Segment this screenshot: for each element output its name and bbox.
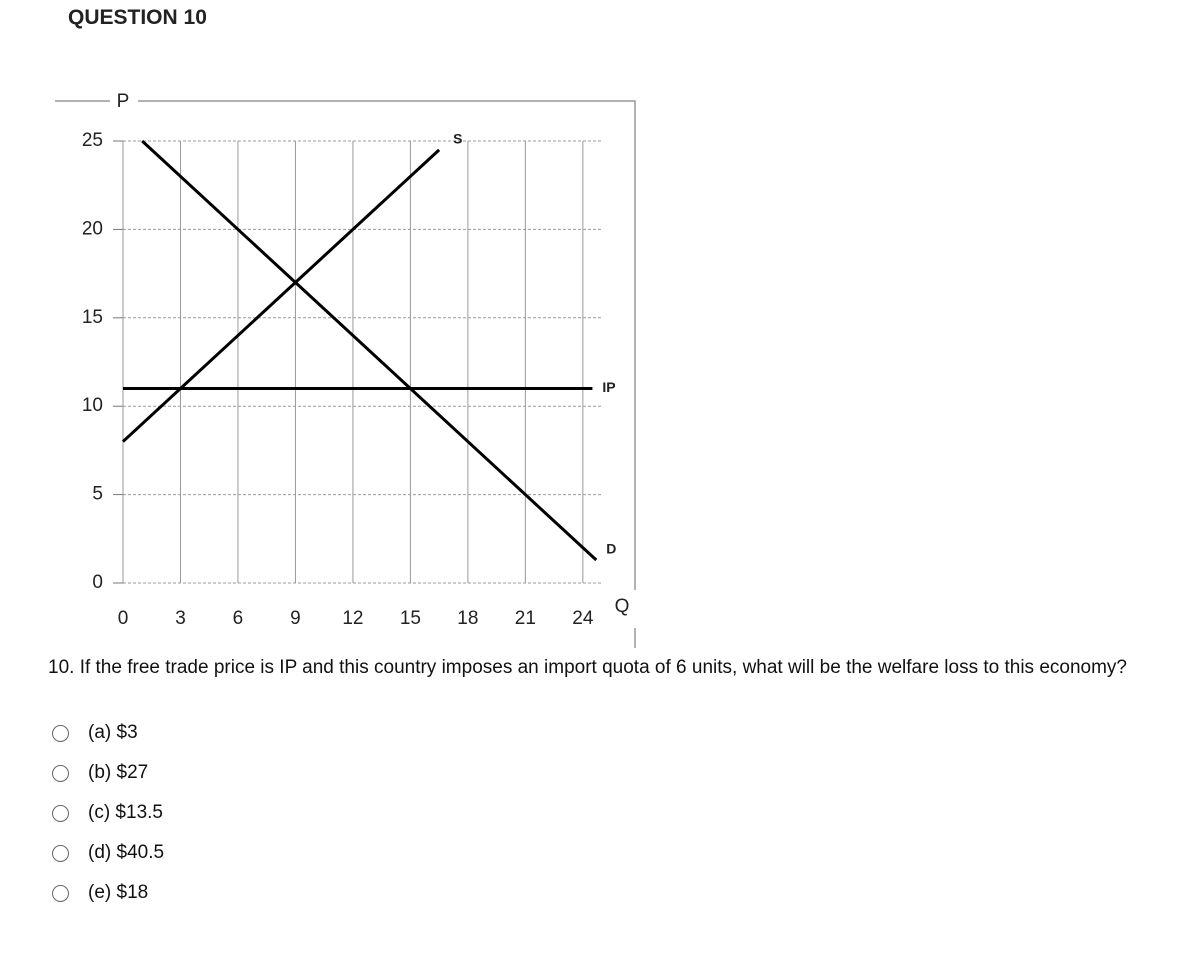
answer-option[interactable]: (e) $18 [52,882,148,904]
question-header: QUESTION 10 [68,6,207,29]
x-tick-label: 6 [233,608,244,629]
radio-button[interactable] [52,764,69,782]
x-tick-label: 0 [118,608,129,629]
option-label[interactable]: (b) $27 [88,762,149,783]
frame [138,100,636,590]
answer-option[interactable]: (b) $27 [52,762,148,784]
y-tick-label: 20 [82,218,103,239]
radio-button[interactable] [52,884,69,902]
option-label[interactable]: (a) $3 [88,722,138,743]
y-tick-label: 15 [82,307,103,328]
x-tick-label: 18 [457,608,478,629]
y-tick-label: 0 [92,572,103,593]
x-tick-label: 15 [400,608,421,629]
answer-option[interactable]: (d) $40.5 [52,842,164,864]
answer-option[interactable]: (c) $13.5 [52,802,163,824]
radio-button[interactable] [52,844,69,862]
series-line [121,148,441,443]
chart: P Q 0 3 6 9 12 15 18 21 24 0 5 10 15 20 25 S D IP [55,91,636,648]
radio-button[interactable] [52,804,69,822]
x-tick-label: 3 [175,608,186,629]
option-label[interactable]: (d) $40.5 [88,842,165,863]
x-tick-label: 24 [572,608,594,629]
y-axis-label: P [117,91,130,112]
series-label: IP [602,379,615,395]
answer-option[interactable]: (a) $3 [52,722,138,744]
x-tick-label: 21 [515,608,536,629]
x-tick-label: 9 [290,608,301,629]
series-label: D [606,541,616,557]
y-tick-label: 10 [82,395,103,416]
radio-button[interactable] [52,724,69,742]
option-label[interactable]: (e) $18 [88,882,149,903]
y-tick-label: 5 [92,484,103,505]
option-label[interactable]: (c) $13.5 [88,802,163,823]
series-line [141,139,598,562]
y-tick-label: 25 [82,130,103,151]
series-label: S [453,131,462,147]
x-tick-label: 12 [342,608,363,629]
x-axis-label: Q [615,596,630,617]
question-text: 10. If the free trade price is IP and th… [48,657,1127,678]
